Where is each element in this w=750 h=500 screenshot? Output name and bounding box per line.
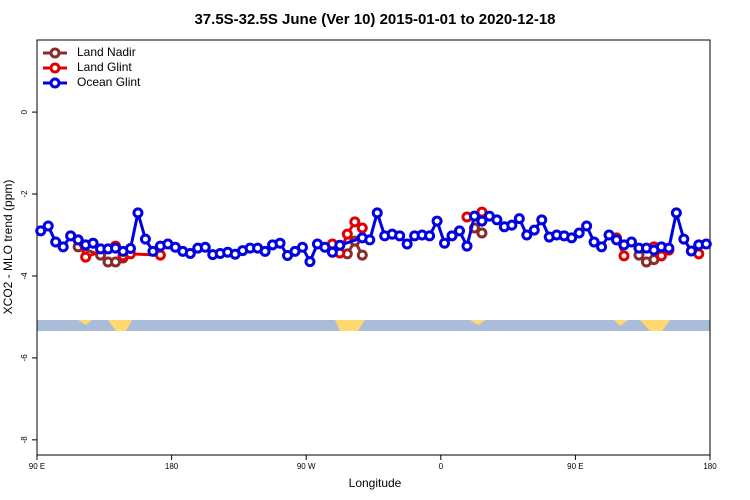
y-tick-label: -2 — [20, 190, 29, 198]
x-tick-label: 0 — [439, 462, 444, 471]
point — [424, 230, 436, 242]
land-blob — [335, 320, 365, 331]
point — [439, 237, 451, 249]
point — [491, 214, 503, 226]
point — [364, 234, 376, 246]
point — [588, 236, 600, 248]
ocean-strip — [37, 320, 710, 331]
point — [596, 241, 608, 253]
chart-title: 37.5S-32.5S June (Ver 10) 2015-01-01 to … — [194, 11, 555, 28]
point — [296, 241, 308, 253]
legend-marker — [49, 77, 61, 89]
point — [453, 225, 465, 237]
legend-label: Land Glint — [77, 60, 132, 74]
point — [356, 222, 368, 234]
land-blob — [108, 320, 132, 331]
x-axis-label: Longitude — [349, 476, 402, 490]
point — [326, 246, 338, 258]
point — [528, 224, 540, 236]
point — [603, 229, 615, 241]
point — [394, 230, 406, 242]
y-axis-label: XCO2 - MLO trend (ppm) — [1, 180, 15, 315]
point — [655, 250, 667, 262]
point — [274, 237, 286, 249]
legend-label: Ocean Glint — [77, 75, 141, 89]
y-tick-label: -8 — [20, 436, 29, 444]
point — [80, 251, 92, 263]
map-strip — [37, 320, 710, 331]
land-blob — [614, 320, 628, 326]
point — [147, 245, 159, 257]
point — [57, 241, 69, 253]
point — [341, 228, 353, 240]
point — [401, 238, 413, 250]
point — [371, 207, 383, 219]
land-blob — [78, 320, 92, 325]
point — [431, 215, 443, 227]
point — [663, 242, 675, 254]
point — [50, 236, 62, 248]
point — [566, 232, 578, 244]
point — [446, 230, 458, 242]
x-tick-label: 180 — [165, 462, 179, 471]
point — [304, 256, 316, 268]
land-blob — [640, 320, 670, 331]
point — [625, 236, 637, 248]
point — [468, 210, 480, 222]
point — [476, 227, 488, 239]
y-tick-label: -4 — [20, 272, 29, 280]
y-tick-label: 0 — [20, 109, 29, 114]
point — [87, 237, 99, 249]
x-tick-label: 90 E — [567, 462, 583, 471]
point — [199, 241, 211, 253]
point — [334, 239, 346, 251]
point — [521, 229, 533, 241]
point — [319, 241, 331, 253]
x-tick-label: 180 — [703, 462, 717, 471]
point — [513, 213, 525, 225]
legend-label: Land Nadir — [77, 45, 136, 59]
point — [42, 220, 54, 232]
legend-marker — [49, 62, 61, 74]
point — [581, 220, 593, 232]
legend-marker — [49, 47, 61, 59]
land-blob — [470, 320, 486, 325]
point — [259, 245, 271, 257]
point — [124, 243, 136, 255]
point — [506, 219, 518, 231]
point — [356, 249, 368, 261]
point — [35, 225, 47, 237]
point — [132, 207, 144, 219]
point — [184, 247, 196, 259]
point — [476, 215, 488, 227]
y-tick-label: -6 — [20, 354, 29, 362]
x-tick-label: 90 E — [29, 462, 45, 471]
point — [139, 233, 151, 245]
point — [461, 240, 473, 252]
plot-frame — [36, 39, 711, 456]
point — [573, 227, 585, 239]
point — [611, 234, 623, 246]
point — [700, 238, 712, 250]
point — [536, 214, 548, 226]
point — [678, 233, 690, 245]
point — [618, 250, 630, 262]
point — [670, 207, 682, 219]
point — [685, 245, 697, 257]
point — [72, 234, 84, 246]
x-tick-label: 90 W — [297, 462, 316, 471]
point — [349, 216, 361, 228]
